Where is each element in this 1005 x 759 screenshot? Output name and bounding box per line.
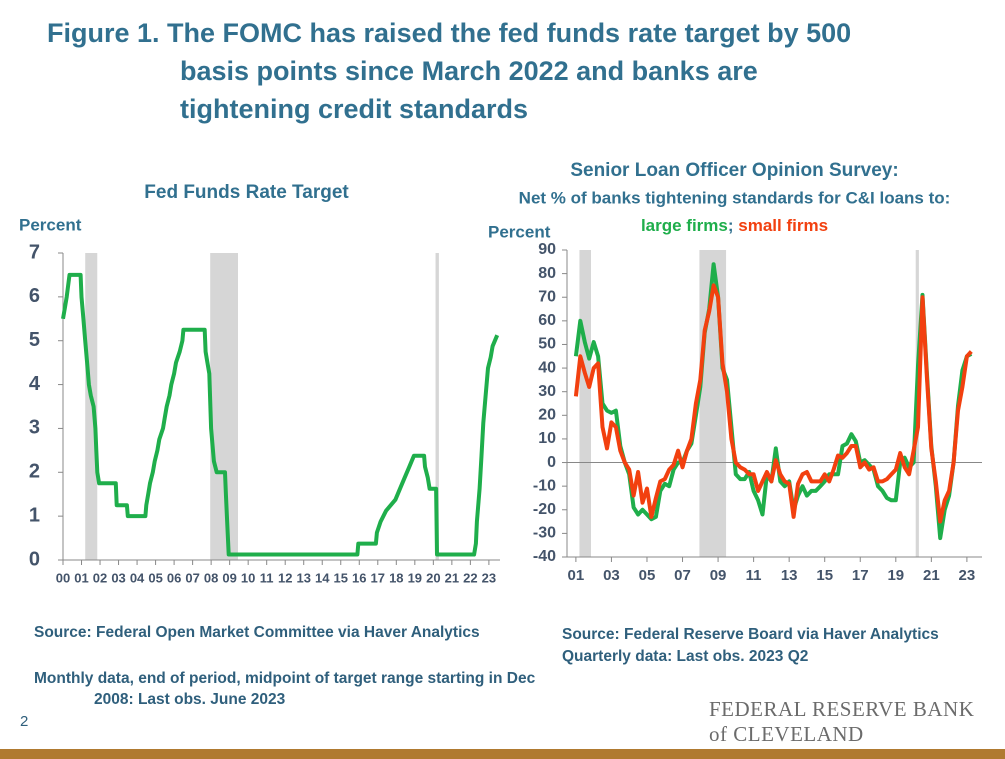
recession-band xyxy=(435,253,439,560)
recession-band xyxy=(579,250,591,557)
x-tick-label: 07 xyxy=(185,570,199,585)
x-tick-label: 10 xyxy=(241,570,255,585)
slide-title: Figure 1. The FOMC has raised the fed fu… xyxy=(47,18,852,124)
y-tick-label: 10 xyxy=(538,430,556,447)
series-line xyxy=(61,272,500,557)
legend-separator: ; xyxy=(728,216,734,235)
y-tick-label: 20 xyxy=(538,407,556,424)
series-line xyxy=(573,283,973,524)
note: Monthly data, end of period, midpoint of… xyxy=(34,670,536,708)
x-tick-label: 03 xyxy=(603,567,620,584)
y-axis-label: Percent xyxy=(19,215,82,234)
x-tick-label: 08 xyxy=(204,570,218,585)
x-tick-label: 09 xyxy=(710,567,727,584)
x-tick-label: 05 xyxy=(639,567,656,584)
y-tick-label: 6 xyxy=(29,285,40,307)
x-tick-label: 23 xyxy=(482,570,496,585)
legend: large firms; small firms xyxy=(641,216,828,235)
x-tick-label: 17 xyxy=(371,570,385,585)
x-tick-label: 19 xyxy=(887,567,904,584)
x-tick-label: 13 xyxy=(781,567,798,584)
y-tick-label: 80 xyxy=(538,265,556,282)
x-tick-label: 12 xyxy=(278,570,292,585)
y-tick-label: 4 xyxy=(29,373,41,395)
y-tick-label: 7 xyxy=(29,241,40,263)
chart-subtitle: Net % of banks tightening standards for … xyxy=(519,188,951,207)
recession-band xyxy=(210,253,238,560)
y-tick-label: 70 xyxy=(538,288,556,305)
x-tick-label: 02 xyxy=(93,570,107,585)
source: Source: Federal Open Market Committee vi… xyxy=(34,624,480,641)
x-tick-label: 11 xyxy=(260,570,274,585)
y-tick-label: 0 xyxy=(29,548,40,570)
recession-band xyxy=(85,253,98,560)
y-tick-label: -30 xyxy=(533,525,556,542)
logo-text: FEDERAL RESERVE BANK xyxy=(709,697,975,721)
y-tick-label: 40 xyxy=(538,359,556,376)
y-tick-label: 90 xyxy=(538,241,556,258)
page-number: 2 xyxy=(20,713,29,730)
y-tick-label: 60 xyxy=(538,312,556,329)
y-tick-label: 50 xyxy=(538,336,556,353)
y-tick-label: 0 xyxy=(547,454,556,471)
series-line xyxy=(573,262,973,541)
y-tick-label: 30 xyxy=(538,383,556,400)
x-tick-label: 19 xyxy=(408,570,422,585)
x-tick-label: 11 xyxy=(746,567,762,584)
x-tick-label: 15 xyxy=(334,570,348,585)
x-tick-label: 14 xyxy=(315,570,330,585)
x-tick-label: 15 xyxy=(816,567,833,584)
x-tick-label: 03 xyxy=(111,570,125,585)
chart-title: Senior Loan Officer Opinion Survey: xyxy=(570,160,898,181)
x-tick-label: 01 xyxy=(74,570,88,585)
note: Quarterly data: Last obs. 2023 Q2 xyxy=(562,648,809,665)
y-tick-label: -10 xyxy=(533,477,556,494)
x-tick-label: 23 xyxy=(959,567,976,584)
x-tick-label: 01 xyxy=(568,567,585,584)
y-tick-label: 5 xyxy=(29,329,40,351)
x-tick-label: 20 xyxy=(426,570,440,585)
y-tick-label: -40 xyxy=(533,548,556,565)
x-tick-label: 00 xyxy=(56,570,70,585)
x-tick-label: 21 xyxy=(445,570,459,585)
x-tick-label: 16 xyxy=(352,570,366,585)
x-tick-label: 21 xyxy=(923,567,940,584)
logo-text: of CLEVELAND xyxy=(709,722,864,746)
x-tick-label: 22 xyxy=(463,570,477,585)
x-tick-label: 06 xyxy=(167,570,181,585)
y-tick-label: 1 xyxy=(29,504,40,526)
x-tick-label: 18 xyxy=(389,570,403,585)
y-axis-label: Percent xyxy=(488,222,551,241)
x-tick-label: 17 xyxy=(852,567,869,584)
legend-entry: small firms xyxy=(738,216,828,235)
legend-entry: large firms xyxy=(641,216,728,235)
x-tick-label: 13 xyxy=(296,570,310,585)
x-tick-label: 04 xyxy=(130,570,145,585)
y-tick-label: 3 xyxy=(29,417,40,439)
x-tick-label: 07 xyxy=(674,567,691,584)
chart-title: Fed Funds Rate Target xyxy=(144,182,349,203)
x-tick-label: 05 xyxy=(148,570,162,585)
footer-bar xyxy=(0,749,1005,759)
y-tick-label: 2 xyxy=(29,461,40,483)
source: Source: Federal Reserve Board via Haver … xyxy=(562,626,939,643)
x-tick-label: 09 xyxy=(222,570,236,585)
y-tick-label: -20 xyxy=(533,501,556,518)
